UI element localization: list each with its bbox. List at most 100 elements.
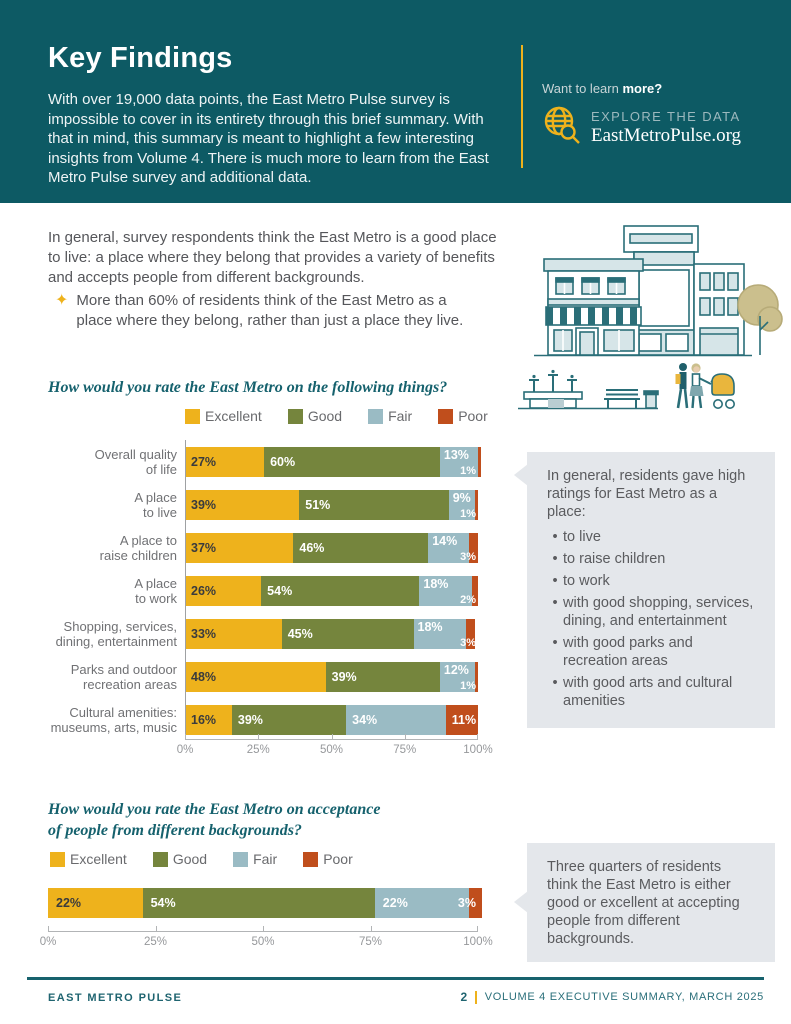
explore-the-data-label: EXPLORE THE DATA: [591, 108, 741, 124]
bar-segment-fair: [374, 888, 470, 918]
bar-value-label: 39%: [237, 713, 263, 727]
category-label: A place to work: [134, 576, 177, 606]
bar-value-label: 39%: [331, 670, 357, 684]
bar-segment-good: [264, 447, 440, 477]
bullet-text: to work: [563, 573, 610, 589]
category-label: A place to raise children: [99, 533, 177, 563]
bar-value-label: 3%: [460, 637, 476, 649]
eastmetropulse-url[interactable]: EastMetroPulse.org: [591, 124, 742, 146]
bar-segment-fair: [428, 533, 470, 563]
axis-tick: [263, 926, 264, 932]
globe-search-icon: [542, 104, 582, 151]
category-label: Shopping, services, dining, entertainment: [55, 619, 177, 649]
legend-label: Poor: [323, 851, 353, 867]
category-label: Parks and outdoor recreation areas: [70, 662, 177, 692]
bar-value-label: 22%: [56, 896, 82, 910]
axis-tick-label: 0%: [176, 744, 194, 756]
explore-data-link[interactable]: EXPLORE THE DATA EastMetroPulse.org: [542, 104, 741, 151]
legend-swatch: [303, 851, 319, 867]
bullet-mark: •: [552, 573, 558, 589]
bar-segment-good: [261, 576, 420, 606]
category-label: A place to live: [134, 490, 177, 520]
want-to-learn-text: Want to learn more?: [542, 81, 663, 96]
bar-segment-poor: [475, 662, 478, 692]
bullet-text: with good shopping, services, dining, an…: [563, 595, 754, 629]
bar-value-label: 26%: [191, 584, 217, 598]
bar-value-label: 14%: [432, 534, 458, 548]
axis-tick-label: 0%: [39, 936, 57, 948]
bullet-text: to raise children: [563, 551, 666, 567]
bar-value-label: 45%: [287, 627, 313, 641]
bar-value-label: 1%: [460, 465, 476, 477]
axis-tick-label: 25%: [246, 744, 270, 756]
footer-rule: [27, 977, 764, 980]
bar-segment-poor: [469, 533, 478, 563]
bar-value-label: 18%: [417, 620, 443, 634]
key-insight-bullet: ✦ More than 60% of residents think of th…: [55, 291, 483, 331]
callout2-text: Three quarters of residents think the Ea…: [547, 859, 740, 947]
legend-label: Fair: [388, 408, 413, 424]
bar-segment-fair: [346, 705, 446, 735]
bar-segment-excellent: [185, 533, 294, 563]
axis-tick-label: 75%: [393, 744, 417, 756]
bar-segment-poor: [472, 576, 478, 606]
bar-segment-excellent: [185, 662, 326, 692]
legend-item-poor: Poor: [303, 851, 353, 867]
axis-tick: [477, 734, 478, 740]
bar-segment-fair: [439, 447, 478, 477]
bar-value-label: 18%: [423, 577, 449, 591]
bar-value-label: 3%: [457, 896, 476, 910]
chart-row: Shopping, services, dining, entertainment…: [48, 619, 478, 649]
bullet-mark: •: [552, 595, 558, 611]
axis-tick-label: 25%: [143, 936, 168, 948]
category-label: Cultural amenities: museums, arts, music: [50, 705, 177, 735]
bar-value-label: 1%: [460, 680, 476, 692]
learn-more-block: Want to learn more?: [521, 45, 741, 168]
bar-segment-poor: [469, 888, 483, 918]
chart1-legend: Excellent Good Fair Poor: [185, 408, 488, 424]
stacked-bar: 33% 45% 18% 3%: [185, 619, 478, 649]
callout-bullet-item: • to live: [547, 528, 755, 546]
footer-right: 2 VOLUME 4 EXECUTIVE SUMMARY, MARCH 2025: [461, 990, 764, 1004]
legend-swatch: [287, 408, 303, 424]
callout-bullet-item: • with good parks and recreation areas: [547, 634, 755, 670]
bar-value-label: 33%: [191, 627, 217, 641]
legend-swatch: [233, 851, 249, 867]
stacked-bar: 48% 39% 12% 1%: [185, 662, 478, 692]
bar-value-label: 12%: [443, 663, 469, 677]
axis-tick: [404, 734, 406, 740]
callout-bullet-item: • with good arts and cultural amenities: [547, 674, 755, 710]
legend-item-excellent: Excellent: [50, 851, 127, 867]
chart-row: Parks and outdoor recreation areas 48% 39% 1…: [48, 662, 478, 692]
callout-tail-pointer: [514, 464, 528, 486]
legend-item-excellent: Excellent: [185, 408, 262, 424]
street-scene-illustration: [506, 212, 788, 417]
bar-value-label: 60%: [270, 455, 296, 469]
callout-bullet-item: • to work: [547, 572, 755, 590]
bar-segment-excellent: [185, 705, 232, 735]
acceptance-stacked-bar-chart: 22% 54% 22% 3% 0% 25% 50% 75% 100%: [40, 888, 493, 948]
legend-label: Fair: [253, 851, 278, 867]
bar-segment-excellent: [185, 490, 300, 520]
bar-value-label: 2%: [460, 594, 476, 606]
axis-tick-label: 50%: [319, 744, 344, 756]
bar-segment-good: [293, 533, 429, 563]
axis-tick: [331, 734, 333, 740]
chart-row: A place to live 39% 51% 9% 1%: [48, 490, 478, 520]
bar-value-label: 22%: [382, 896, 408, 910]
chart1-question-heading: How would you rate the East Metro on the…: [48, 379, 448, 396]
callout1-bullet-list: • to live • to raise children • to work • with …: [547, 528, 755, 710]
bar-value-label: 16%: [191, 713, 217, 727]
callout-tail-pointer: [514, 891, 528, 913]
footer-brand: EAST METRO PULSE: [48, 992, 183, 1004]
chart-row: Overall quality of life 27% 60% 13% 1%: [48, 447, 481, 477]
callout-bullet-item: • with good shopping, services, dining, a…: [547, 594, 755, 630]
bar-segment-good: [231, 705, 347, 735]
legend-swatch: [438, 408, 454, 424]
bar-value-label: 1%: [460, 508, 476, 520]
bar-value-label: 3%: [460, 551, 476, 563]
stacked-bar: 26% 54% 18% 2%: [185, 576, 478, 606]
legend-item-poor: Poor: [438, 408, 488, 424]
legend-swatch: [50, 851, 65, 867]
axis-tick: [48, 926, 49, 932]
